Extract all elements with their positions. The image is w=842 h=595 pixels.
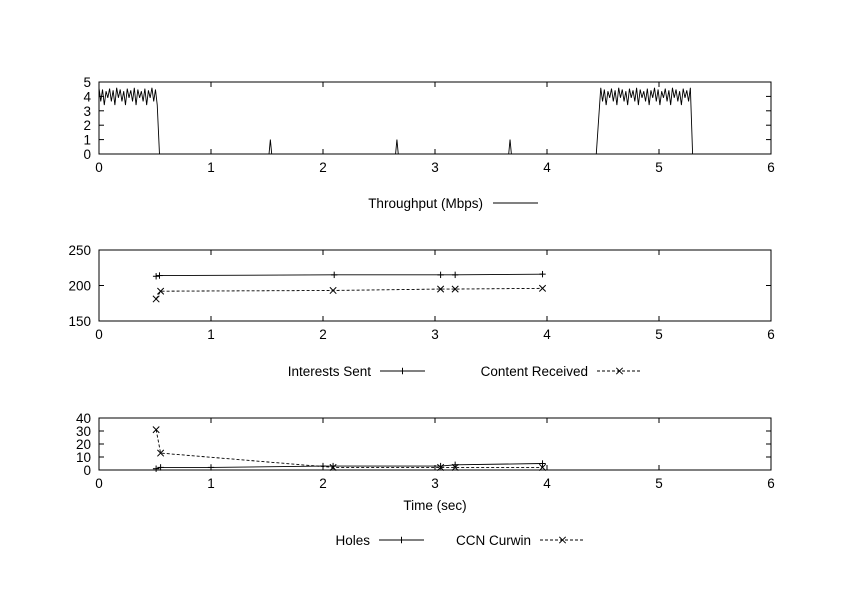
data-point-content-received (152, 295, 160, 303)
legend-entry-holes: Holes (335, 533, 424, 548)
x-tick-label: 6 (767, 476, 775, 491)
x-tick-label: 6 (767, 160, 775, 175)
legend-marker (399, 367, 406, 375)
x-tick-label: 4 (543, 327, 551, 342)
series-line-interests-sent (156, 273, 543, 277)
data-point-ccn-curwin (538, 463, 547, 471)
plot-frame (98, 249, 772, 322)
data-point-ccn-curwin (329, 463, 337, 471)
data-point-content-received (451, 285, 459, 293)
y-tick-label: 20 (76, 437, 91, 452)
data-point-ccn-curwin (152, 426, 160, 434)
data-point-content-received (157, 287, 165, 295)
data-point-ccn-curwin (437, 463, 445, 471)
x-tick-label: 1 (207, 327, 215, 342)
y-tick-label: 200 (68, 279, 91, 294)
series-line-throughput-mbps (98, 87, 771, 155)
y-tick-label: 250 (68, 243, 91, 258)
data-point-interests-sent (331, 271, 338, 279)
series-line-holes (155, 463, 543, 470)
legend-entry-throughput-mbps: Throughput (Mbps) (368, 196, 538, 211)
x-tick-label: 4 (543, 476, 551, 491)
data-point-content-received (538, 284, 547, 292)
x-tick-label: 3 (431, 476, 439, 491)
plot-frame (98, 417, 772, 471)
data-point-holes (157, 464, 164, 471)
x-tick-label: 6 (767, 327, 775, 342)
y-tick-label: 30 (76, 424, 91, 439)
data-point-holes (329, 462, 337, 470)
series-line-content-received (155, 287, 543, 300)
y-tick-label: 5 (83, 75, 91, 90)
plot-frame (98, 81, 772, 155)
y-tick-label: 0 (83, 463, 91, 478)
legend-label: CCN Curwin (456, 533, 531, 548)
x-tick-label: 0 (95, 160, 103, 175)
x-tick-label: 2 (319, 476, 327, 491)
y-tick-label: 1 (83, 133, 91, 148)
x-tick-label: 4 (543, 160, 551, 175)
x-tick-label: 0 (95, 327, 103, 342)
data-point-holes (539, 460, 546, 467)
data-point-ccn-curwin (451, 463, 459, 471)
data-point-holes (437, 462, 444, 470)
x-tick-label: 5 (655, 476, 663, 491)
y-tick-label: 0 (83, 147, 91, 162)
data-point-interests-sent (437, 271, 444, 279)
legend-label: Content Received (481, 364, 588, 379)
x-tick-label: 0 (95, 476, 103, 491)
x-tick-label: 3 (431, 160, 439, 175)
legend-marker (615, 367, 624, 375)
data-point-interests-sent (451, 271, 459, 279)
legend-label: Interests Sent (288, 364, 372, 379)
x-tick-label: 2 (319, 327, 327, 342)
y-tick-label: 150 (68, 314, 91, 329)
data-point-content-received (437, 285, 445, 293)
y-tick-label: 4 (83, 89, 91, 104)
legend-marker (398, 536, 405, 544)
x-axis-label: Time (sec) (403, 498, 466, 513)
data-point-holes (152, 465, 160, 472)
data-point-holes (319, 462, 327, 470)
legend-entry-content-received: Content Received (481, 364, 642, 379)
y-tick-label: 40 (76, 411, 91, 426)
y-tick-label: 10 (76, 450, 91, 465)
legend-entry-interests-sent: Interests Sent (288, 364, 425, 379)
legend-label: Throughput (Mbps) (368, 196, 483, 211)
x-tick-label: 3 (431, 327, 439, 342)
x-tick-label: 1 (207, 160, 215, 175)
legend-marker (558, 536, 567, 544)
series-line-ccn-curwin (155, 429, 543, 468)
interests-content-panel: 0 1 2 3 4 5 6 150 200 250 Interests Sent Content Re… (68, 243, 774, 379)
data-point-ccn-curwin (157, 449, 165, 457)
legend-label: Holes (335, 533, 370, 548)
y-tick-label: 2 (83, 118, 91, 133)
x-tick-label: 1 (207, 476, 215, 491)
data-point-holes (207, 464, 215, 471)
x-tick-label: 5 (655, 160, 663, 175)
y-tick-label: 3 (83, 104, 91, 119)
data-point-interests-sent (156, 272, 163, 279)
data-point-interests-sent (539, 270, 546, 278)
legend-entry-ccn-curwin: CCN Curwin (456, 533, 585, 548)
x-tick-label: 2 (319, 160, 327, 175)
data-point-interests-sent (152, 273, 160, 280)
x-tick-label: 5 (655, 327, 663, 342)
data-point-content-received (329, 286, 337, 295)
